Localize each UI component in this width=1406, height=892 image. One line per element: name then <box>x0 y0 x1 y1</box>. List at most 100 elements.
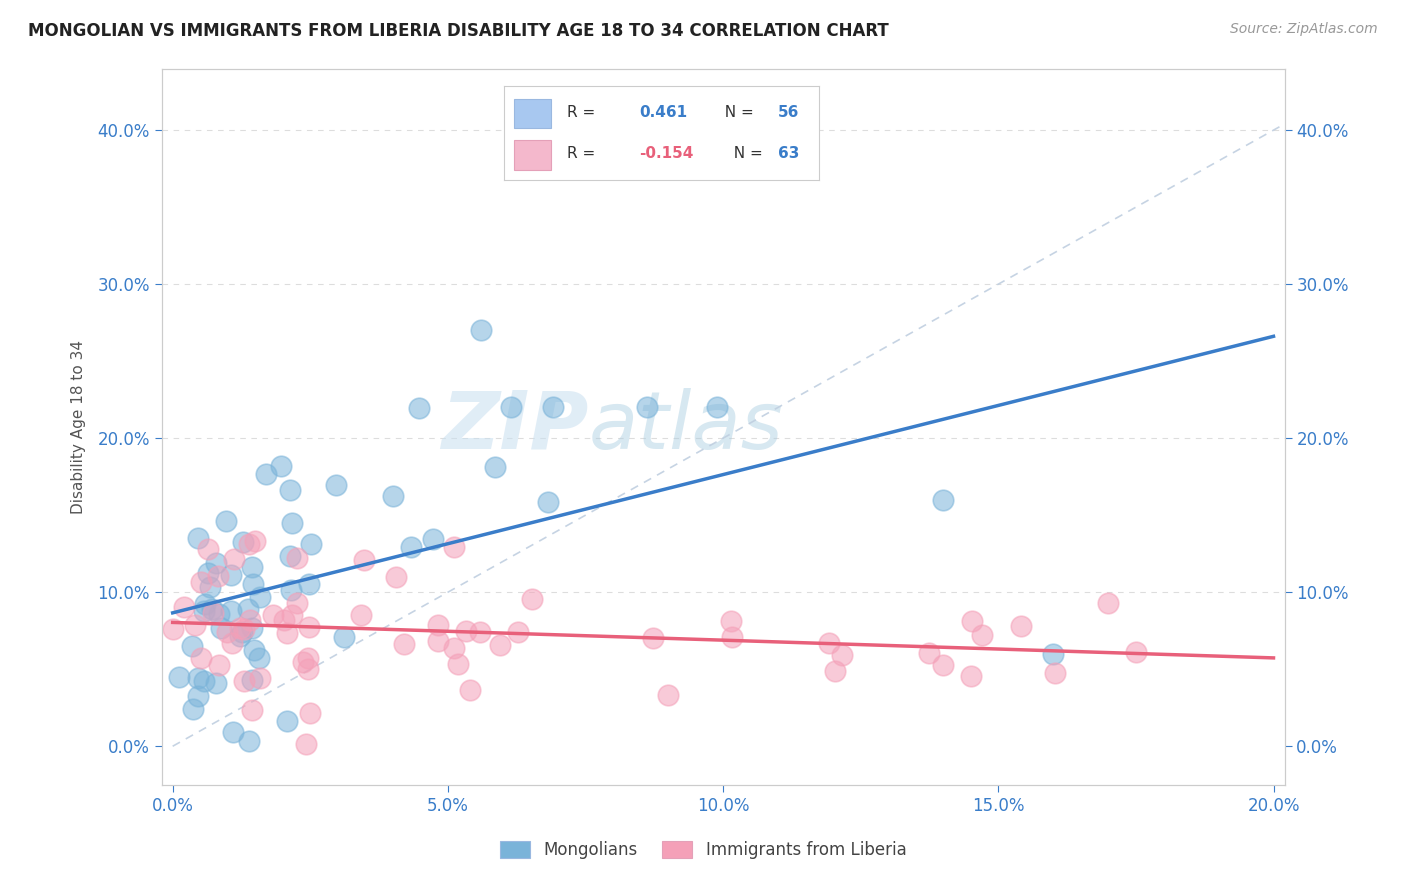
Point <box>208 607 231 621</box>
Text: atlas: atlas <box>588 388 783 466</box>
Point <box>458 682 481 697</box>
Point <box>972 628 994 642</box>
Point <box>190 651 212 665</box>
Legend: Mongolians, Immigrants from Liberia: Mongolians, Immigrants from Liberia <box>494 834 912 866</box>
Point <box>197 566 219 580</box>
Point <box>181 639 204 653</box>
Point <box>242 621 264 635</box>
Point <box>205 556 228 570</box>
Point <box>1125 645 1147 659</box>
Point <box>325 477 347 491</box>
Point <box>239 613 262 627</box>
Text: Source: ZipAtlas.com: Source: ZipAtlas.com <box>1230 22 1378 37</box>
Point <box>184 617 207 632</box>
Point <box>270 458 292 473</box>
Point <box>278 549 301 563</box>
Point <box>520 592 543 607</box>
Point <box>222 724 245 739</box>
Point <box>353 553 375 567</box>
Point <box>233 673 256 688</box>
Point <box>229 621 252 635</box>
Point <box>254 467 277 481</box>
Point <box>427 618 450 632</box>
Point <box>489 638 512 652</box>
Point <box>932 657 955 672</box>
Point <box>299 537 322 551</box>
Y-axis label: Disability Age 18 to 34: Disability Age 18 to 34 <box>72 340 86 514</box>
Point <box>194 597 217 611</box>
Point <box>205 676 228 690</box>
Point <box>636 401 658 415</box>
Point <box>173 599 195 614</box>
Point <box>249 671 271 685</box>
Point <box>960 614 983 628</box>
Point <box>657 688 679 702</box>
Point <box>641 631 664 645</box>
Point <box>392 637 415 651</box>
Point <box>831 648 853 662</box>
Point <box>350 608 373 623</box>
Point <box>281 516 304 531</box>
Point <box>454 624 477 639</box>
Point <box>236 601 259 615</box>
Point <box>297 576 319 591</box>
Point <box>280 583 302 598</box>
Point <box>298 620 321 634</box>
Point <box>297 651 319 665</box>
Point <box>193 674 215 689</box>
Point <box>208 657 231 672</box>
Point <box>278 483 301 497</box>
Point <box>285 550 308 565</box>
Point <box>238 536 260 550</box>
Point <box>221 636 243 650</box>
Point <box>187 689 209 703</box>
Point <box>427 634 450 648</box>
Point <box>468 624 491 639</box>
Point <box>233 623 256 637</box>
Point <box>918 646 941 660</box>
Point <box>1042 647 1064 661</box>
Point <box>399 540 422 554</box>
Point <box>245 534 267 549</box>
Point <box>229 630 252 644</box>
Point <box>249 590 271 604</box>
Point <box>501 401 523 415</box>
Point <box>209 621 232 635</box>
Point <box>291 655 314 669</box>
Point <box>207 569 229 583</box>
Point <box>242 577 264 591</box>
Text: ZIP: ZIP <box>441 388 588 466</box>
Point <box>247 650 270 665</box>
Point <box>1097 597 1119 611</box>
Point <box>932 492 955 507</box>
Point <box>240 703 263 717</box>
Point <box>541 401 564 415</box>
Point <box>1043 666 1066 681</box>
Point <box>484 460 506 475</box>
Point <box>443 540 465 554</box>
Point <box>215 624 238 639</box>
Point <box>240 673 263 687</box>
Point <box>443 641 465 656</box>
Point <box>162 623 184 637</box>
Point <box>706 401 728 415</box>
Point <box>222 552 245 566</box>
Point <box>721 631 744 645</box>
Text: MONGOLIAN VS IMMIGRANTS FROM LIBERIA DISABILITY AGE 18 TO 34 CORRELATION CHART: MONGOLIAN VS IMMIGRANTS FROM LIBERIA DIS… <box>28 22 889 40</box>
Point <box>201 606 224 620</box>
Point <box>231 535 253 549</box>
Point <box>201 602 224 616</box>
Point <box>262 608 284 623</box>
Point <box>273 613 295 627</box>
Point <box>382 489 405 503</box>
Point <box>231 624 253 639</box>
Point <box>167 670 190 684</box>
Point <box>197 542 219 557</box>
Point <box>333 630 356 644</box>
Point <box>537 495 560 509</box>
Point <box>219 604 242 618</box>
Point <box>219 567 242 582</box>
Point <box>385 570 408 584</box>
Point <box>720 614 742 628</box>
Point <box>243 643 266 657</box>
